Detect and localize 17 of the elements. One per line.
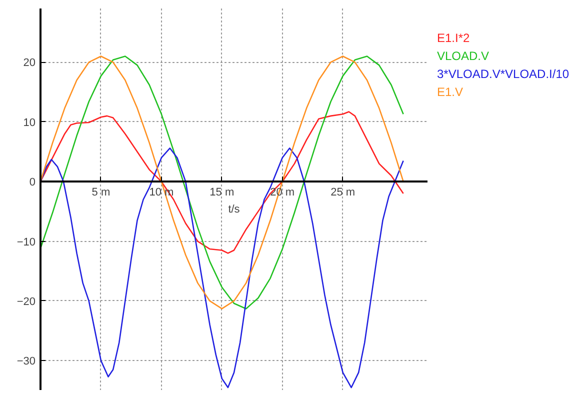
text: E1.V bbox=[437, 84, 464, 101]
x-tick-label: 25 m bbox=[330, 186, 356, 199]
x-axis-title: t/s bbox=[228, 204, 240, 216]
text: E1.I*2 bbox=[437, 30, 471, 47]
y-tick-label: −10 bbox=[16, 236, 36, 248]
y-tick-label: 20 bbox=[23, 57, 36, 70]
line-series bbox=[40, 111, 404, 254]
x-tick-label: 15 m bbox=[210, 186, 234, 199]
y-tick-label: −20 bbox=[16, 296, 36, 308]
y-tick-label: 0 bbox=[29, 176, 36, 189]
line-series bbox=[40, 56, 404, 310]
y-tick-label: 10 bbox=[23, 116, 36, 129]
y-tick-label: −30 bbox=[16, 356, 36, 368]
text: 3*VLOAD.V*VLOAD.I/10 bbox=[437, 66, 570, 83]
text: VLOAD.V bbox=[437, 48, 490, 65]
line-series bbox=[40, 148, 404, 388]
x-tick-label: 5 m bbox=[92, 186, 110, 199]
